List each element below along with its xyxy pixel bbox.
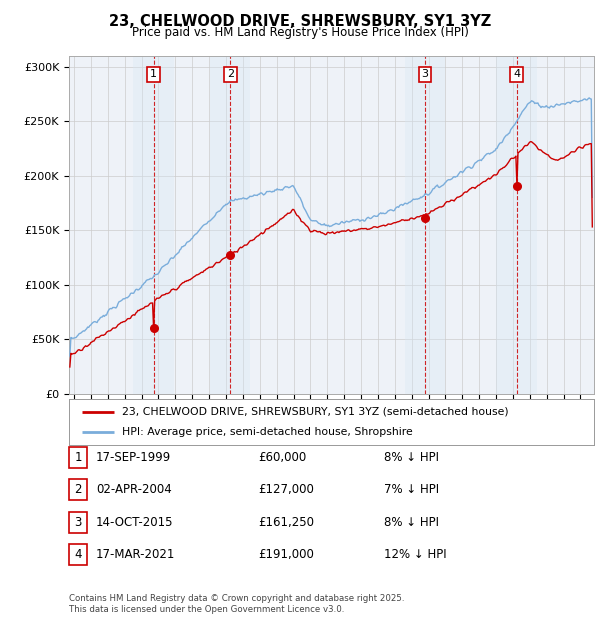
Text: £60,000: £60,000 xyxy=(258,451,306,464)
Bar xyxy=(405,56,445,394)
Bar xyxy=(133,56,174,394)
Text: 3: 3 xyxy=(74,516,82,528)
Text: 4: 4 xyxy=(513,69,520,79)
Text: £161,250: £161,250 xyxy=(258,516,314,528)
Text: 4: 4 xyxy=(74,548,82,560)
Text: 23, CHELWOOD DRIVE, SHREWSBURY, SY1 3YZ: 23, CHELWOOD DRIVE, SHREWSBURY, SY1 3YZ xyxy=(109,14,491,29)
Text: 14-OCT-2015: 14-OCT-2015 xyxy=(96,516,173,528)
Bar xyxy=(210,56,250,394)
Text: 17-MAR-2021: 17-MAR-2021 xyxy=(96,548,175,560)
Text: 02-APR-2004: 02-APR-2004 xyxy=(96,484,172,496)
Bar xyxy=(496,56,537,394)
Text: £127,000: £127,000 xyxy=(258,484,314,496)
Text: £191,000: £191,000 xyxy=(258,548,314,560)
Text: 17-SEP-1999: 17-SEP-1999 xyxy=(96,451,171,464)
Text: 3: 3 xyxy=(422,69,428,79)
Text: 8% ↓ HPI: 8% ↓ HPI xyxy=(384,451,439,464)
Text: 1: 1 xyxy=(74,451,82,464)
Text: 2: 2 xyxy=(74,484,82,496)
Text: HPI: Average price, semi-detached house, Shropshire: HPI: Average price, semi-detached house,… xyxy=(121,427,412,437)
Text: 7% ↓ HPI: 7% ↓ HPI xyxy=(384,484,439,496)
Text: 1: 1 xyxy=(150,69,157,79)
Text: Price paid vs. HM Land Registry's House Price Index (HPI): Price paid vs. HM Land Registry's House … xyxy=(131,26,469,38)
Text: 12% ↓ HPI: 12% ↓ HPI xyxy=(384,548,446,560)
Text: 8% ↓ HPI: 8% ↓ HPI xyxy=(384,516,439,528)
Text: 23, CHELWOOD DRIVE, SHREWSBURY, SY1 3YZ (semi-detached house): 23, CHELWOOD DRIVE, SHREWSBURY, SY1 3YZ … xyxy=(121,407,508,417)
Text: 2: 2 xyxy=(227,69,234,79)
Text: Contains HM Land Registry data © Crown copyright and database right 2025.
This d: Contains HM Land Registry data © Crown c… xyxy=(69,595,404,614)
